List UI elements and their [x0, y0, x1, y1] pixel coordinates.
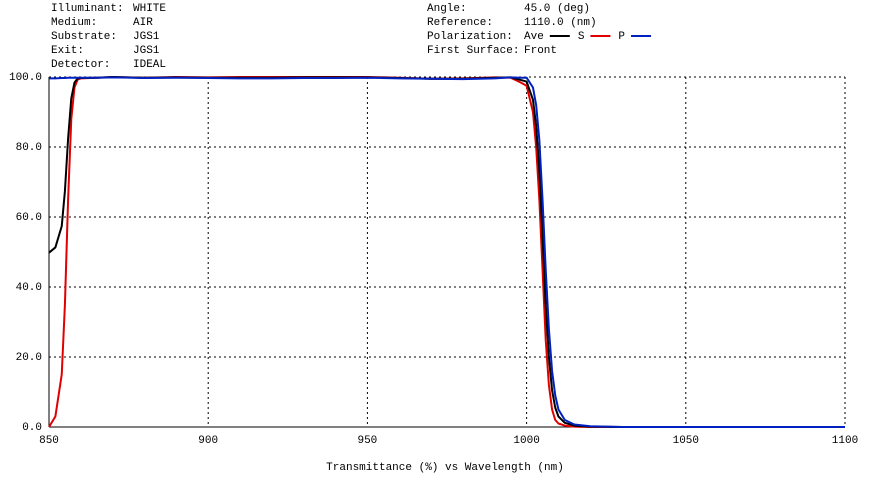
y-tick-label: 80.0	[16, 142, 42, 154]
info-label: Medium:	[51, 17, 97, 29]
y-tick-label: 100.0	[9, 72, 42, 84]
info-value: WHITE	[133, 3, 166, 15]
x-tick-label: 900	[198, 435, 218, 447]
x-tick-label: 1050	[673, 435, 699, 447]
series-line	[49, 76, 845, 428]
x-tick-label: 1000	[513, 435, 539, 447]
x-tick-label: 950	[357, 435, 377, 447]
info-value: JGS1	[133, 31, 160, 43]
x-tick-label: 850	[39, 435, 59, 447]
info-label: Exit:	[51, 45, 84, 57]
info-label: First Surface:	[427, 45, 519, 57]
info-label: Illuminant:	[51, 3, 124, 15]
legend-label: P	[618, 31, 625, 43]
legend-label: S	[578, 31, 585, 43]
info-label: Reference:	[427, 17, 493, 29]
info-value: 45.0 (deg)	[524, 3, 590, 15]
info-label: Detector:	[51, 59, 110, 71]
y-tick-label: 20.0	[16, 352, 42, 364]
info-label: Angle:	[427, 3, 467, 15]
series-line	[48, 76, 845, 428]
y-tick-label: 60.0	[16, 212, 42, 224]
info-value: JGS1	[133, 45, 160, 57]
info-label: Substrate:	[51, 31, 117, 43]
series-line	[48, 76, 845, 428]
info-value: Front	[524, 45, 557, 57]
info-value: AIR	[133, 17, 153, 29]
info-value: IDEAL	[133, 59, 166, 71]
info-value: 1110.0 (nm)	[524, 17, 597, 29]
info-label: Polarization:	[427, 31, 513, 43]
x-tick-label: 1100	[832, 435, 858, 447]
y-tick-label: 40.0	[16, 282, 42, 294]
x-axis-label: Transmittance (%) vs Wavelength (nm)	[326, 462, 564, 474]
y-tick-label: 0.0	[22, 422, 42, 434]
legend-label: Ave	[524, 31, 544, 43]
